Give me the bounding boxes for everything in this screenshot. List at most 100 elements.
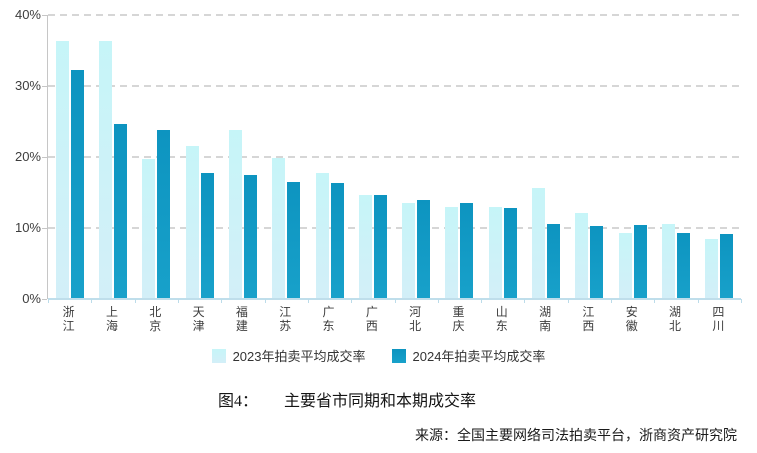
bar-group [524, 15, 567, 299]
bar-2024 [547, 224, 561, 299]
y-axis-tick-label: 40% [14, 7, 41, 22]
x-axis-label: 四川 [697, 305, 740, 333]
x-axis-label-char: 南 [539, 319, 552, 333]
gridline-40 [48, 14, 741, 16]
x-axis-label: 湖南 [523, 305, 566, 333]
legend-label-2024: 2024年拍卖平均成交率 [412, 349, 546, 364]
bar-2023 [55, 40, 69, 299]
bar-group [178, 15, 221, 299]
plot-area [47, 14, 742, 303]
source-note: 来源：全国主要网络司法拍卖平台，浙商资产研究院 [415, 429, 737, 444]
x-axis-tick [524, 299, 526, 303]
x-axis-tick [134, 299, 136, 303]
legend-swatch-2024-icon [391, 348, 406, 363]
gridline-10 [48, 227, 741, 229]
x-axis-label-char: 河 [409, 305, 422, 319]
x-axis-label: 江苏 [264, 305, 307, 333]
x-axis-tick [741, 299, 742, 303]
bars-layer [48, 15, 741, 299]
bar-group [654, 15, 697, 299]
bar-group [91, 15, 134, 299]
bar-2024 [157, 130, 171, 299]
x-axis-label-char: 西 [582, 319, 595, 333]
x-axis-tick [394, 299, 396, 303]
bar-2023 [272, 157, 286, 299]
x-axis-label: 湖北 [653, 305, 696, 333]
legend-item-2023: 2023年拍卖平均成交率 [211, 346, 366, 365]
chart-caption: 图4： 主要省市同期和本期成交率 [218, 387, 476, 411]
bar-group [438, 15, 481, 299]
x-axis-label-char: 广 [322, 305, 335, 319]
y-axis-tick [42, 157, 47, 158]
gridline-30 [48, 85, 741, 87]
bar-2024 [720, 234, 734, 299]
y-axis-tick-label: 20% [14, 149, 41, 164]
gridline-20 [48, 156, 741, 158]
x-axis-label: 北京 [134, 305, 177, 333]
x-axis-label-char: 安 [625, 305, 638, 319]
x-axis-label-char: 上 [105, 305, 118, 319]
x-axis-tick [611, 299, 613, 303]
x-axis-label: 山东 [480, 305, 523, 333]
x-axis-tick [48, 299, 49, 303]
bar-2024 [373, 194, 387, 299]
y-axis-tick [42, 299, 47, 300]
x-axis-label: 重庆 [437, 305, 480, 333]
bar-group [611, 15, 654, 299]
legend-label-2023: 2023年拍卖平均成交率 [232, 349, 366, 364]
x-axis-label: 安徽 [610, 305, 653, 333]
bar-2023 [98, 40, 112, 299]
x-axis-label-char: 广 [365, 305, 378, 319]
bar-2023 [315, 173, 329, 299]
x-axis-label: 江西 [567, 305, 610, 333]
x-axis-label: 福建 [220, 305, 263, 333]
bar-group [135, 15, 178, 299]
x-axis-label-char: 徽 [625, 319, 638, 333]
x-axis-tick [91, 299, 93, 303]
bar-2024 [677, 232, 691, 299]
bar-2023 [575, 213, 589, 299]
x-axis-tick [437, 299, 439, 303]
x-axis-tick [264, 299, 266, 303]
x-axis-tick [307, 299, 309, 303]
bar-group [265, 15, 308, 299]
bar-2023 [228, 130, 242, 299]
bar-2023 [185, 146, 199, 299]
x-axis-label: 天津 [177, 305, 220, 333]
x-axis-tick [481, 299, 483, 303]
bar-2023 [618, 232, 632, 299]
caption-number: 图4： [218, 393, 259, 410]
x-axis-label-char: 东 [495, 319, 508, 333]
bar-group [395, 15, 438, 299]
bar-group [351, 15, 394, 299]
x-axis-tick [177, 299, 179, 303]
x-axis-tick [697, 299, 699, 303]
x-axis-label-char: 京 [149, 319, 162, 333]
bar-2023 [705, 239, 719, 299]
x-axis-label-char: 山 [495, 305, 508, 319]
x-axis-label: 河北 [394, 305, 437, 333]
x-axis-label-char: 东 [322, 319, 335, 333]
legend-item-2024: 2024年拍卖平均成交率 [391, 346, 546, 365]
x-axis-label-char: 湖 [539, 305, 552, 319]
x-axis-label-char: 北 [409, 319, 422, 333]
bar-2023 [662, 223, 676, 299]
x-axis-label: 广西 [350, 305, 393, 333]
x-axis-label-char: 福 [235, 305, 248, 319]
x-axis-label-char: 庆 [452, 319, 465, 333]
bar-2024 [460, 203, 474, 299]
x-axis-tick [567, 299, 569, 303]
y-axis-tick-label: 10% [14, 220, 41, 235]
x-axis-label-char: 建 [235, 319, 248, 333]
x-axis-label-char: 苏 [279, 319, 292, 333]
legend: 2023年拍卖平均成交率 2024年拍卖平均成交率 [0, 346, 757, 365]
x-axis-label: 上海 [90, 305, 133, 333]
x-axis-label-char: 北 [669, 319, 682, 333]
bar-2024 [287, 181, 301, 299]
y-axis-tick-label: 0% [22, 291, 41, 306]
legend-swatch-2023-icon [211, 348, 226, 363]
x-axis-label-char: 重 [452, 305, 465, 319]
bar-2023 [358, 195, 372, 299]
bar-2024 [113, 124, 127, 299]
